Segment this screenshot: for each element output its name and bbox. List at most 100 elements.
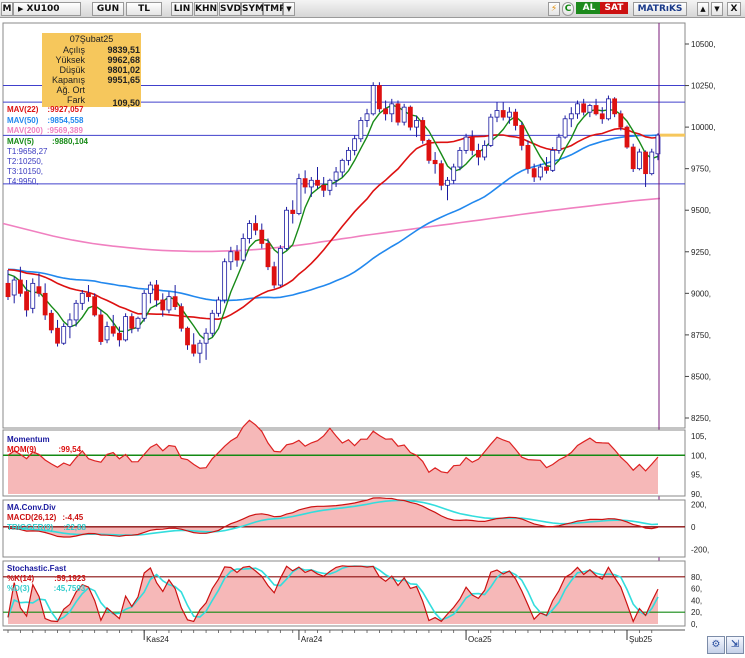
candle-down <box>395 103 401 123</box>
candle-up <box>568 113 574 120</box>
candle-up <box>296 178 302 214</box>
stoch-d-legend: %D(3):45,7593 <box>7 584 85 593</box>
candle-down <box>160 299 166 311</box>
y-tick-label: 10000, <box>691 123 715 132</box>
candle-down <box>172 296 178 308</box>
symbol-selector[interactable]: ▶ XU100 <box>13 2 81 16</box>
refresh-icon[interactable]: C <box>562 2 574 16</box>
candle-down <box>178 306 184 329</box>
template-dropdown-icon[interactable]: ▼ <box>283 2 295 16</box>
candle-down <box>5 282 11 298</box>
lightning-icon[interactable]: ⚡ <box>548 2 560 16</box>
legend-t1: T1:9658,27 <box>7 147 48 156</box>
symbol-button[interactable]: SYM <box>241 2 264 16</box>
stoch-tick-label: 40, <box>691 596 702 605</box>
candle-down <box>271 266 277 286</box>
mav50-line <box>7 134 659 302</box>
candle-up <box>104 326 110 341</box>
momentum-series-label: MOM(9) <box>7 445 37 454</box>
candle-down <box>525 144 531 170</box>
candle-down <box>630 146 636 170</box>
candle-up <box>556 136 562 151</box>
ohlc-info-box: 07Şubat25 Açılış 9839,51 Yüksek 9962,68 Düşü… <box>42 33 141 108</box>
footer-zoom-icon[interactable]: ⇲ <box>726 636 744 654</box>
legend-mav200-label: MAV(200) <box>7 126 43 135</box>
currency-button[interactable]: TL <box>126 2 162 16</box>
y-tick-label: 9500, <box>691 206 711 215</box>
info-label: Açılış <box>62 45 85 55</box>
info-label: Düşük <box>59 65 85 75</box>
legend-mav22-label: MAV(22) <box>7 105 39 114</box>
candle-down <box>154 284 159 301</box>
candle-up <box>11 279 17 296</box>
info-label: Fark <box>67 95 85 105</box>
candle-down <box>624 126 630 148</box>
legend-mav5: MAV(5):9880,104 <box>7 137 88 146</box>
candle-down <box>643 151 648 175</box>
info-label: Ağ. Ort <box>56 85 85 95</box>
y-tick-label: 8500, <box>691 372 711 381</box>
brand-button[interactable]: MATRıKS <box>633 2 687 16</box>
candle-up <box>141 292 147 319</box>
y-tick-label: 8250, <box>691 414 711 423</box>
line-type-button[interactable]: LIN <box>171 2 193 16</box>
y-tick-label: 10250, <box>691 82 715 91</box>
candle-up <box>277 248 283 286</box>
candle-up <box>506 111 512 118</box>
period-button[interactable]: GUN <box>92 2 124 16</box>
candle-down <box>302 178 308 188</box>
scroll-down-icon[interactable]: ▼ <box>711 2 723 16</box>
candle-down <box>612 98 618 115</box>
stoch-tick-label: 60, <box>691 585 702 594</box>
candle-up <box>550 149 556 171</box>
candle-down <box>36 286 42 294</box>
candle-up <box>537 166 543 178</box>
candle-up <box>79 292 85 304</box>
candle-down <box>92 296 98 316</box>
candle-down <box>265 243 271 268</box>
momentum-value: :99,54 <box>58 445 82 454</box>
info-value: 109,50 <box>112 98 140 108</box>
candle-up <box>389 103 395 115</box>
y-tick-label: 9000, <box>691 289 711 298</box>
mav5-line <box>7 104 659 342</box>
stoch-tick-label: 20, <box>691 608 702 617</box>
info-label: Kapanış <box>51 75 85 85</box>
stoch-d-line <box>7 565 659 622</box>
stoch-k-line <box>7 565 659 623</box>
y-tick-label: 9250, <box>691 248 711 257</box>
legend-t4: T4:9950, <box>7 177 39 186</box>
candle-up <box>67 319 73 327</box>
time-tick-label: Ara24 <box>301 635 323 644</box>
candle-up <box>327 179 333 191</box>
macd-legend: MACD(26,12):-4,45 <box>7 513 83 522</box>
candle-down <box>86 292 91 298</box>
momentum-tick-label: 90, <box>691 490 702 499</box>
sell-button[interactable]: SAT <box>600 2 628 14</box>
stoch-k-value: :59,1923 <box>54 574 86 583</box>
menu-button[interactable]: M <box>1 2 13 16</box>
info-label: Yüksek <box>55 55 85 65</box>
macd-value: :-4,45 <box>62 513 84 522</box>
candle-down <box>290 209 296 214</box>
candle-up <box>587 105 593 113</box>
scroll-up-icon[interactable]: ▲ <box>697 2 709 16</box>
stoch-tick-label: 0, <box>691 620 698 629</box>
candle-up <box>655 134 661 155</box>
candle-down <box>42 292 48 316</box>
candle-up <box>358 120 364 140</box>
candle-down <box>581 103 587 113</box>
close-icon[interactable]: X <box>727 2 741 16</box>
template-button[interactable]: TMP <box>263 2 286 16</box>
buy-button[interactable]: AL <box>576 2 602 14</box>
candle-down <box>110 326 116 334</box>
time-axis: Kas24 Ara24 Oca25 Şub25 <box>3 629 685 644</box>
candle-up <box>247 223 252 239</box>
momentum-tick-label: 95, <box>691 471 702 480</box>
candle-type-button[interactable]: KHN <box>194 2 218 16</box>
volume-button[interactable]: SVD <box>219 2 241 16</box>
footer-settings-icon[interactable]: ⚙ <box>707 636 725 654</box>
candle-down <box>476 149 481 158</box>
candle-down <box>438 163 444 186</box>
mav22-line <box>7 127 659 321</box>
